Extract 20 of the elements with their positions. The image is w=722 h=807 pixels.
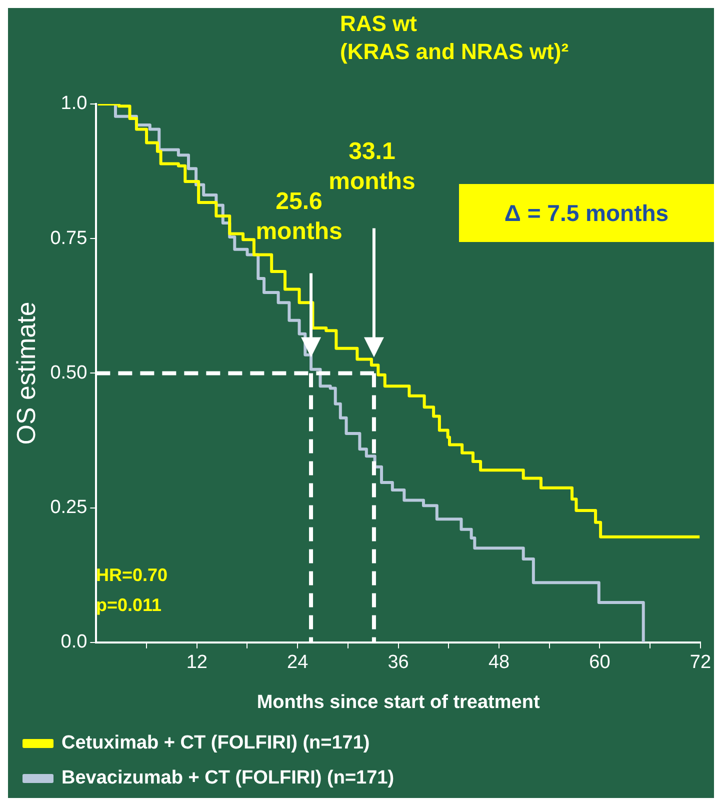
x-axis-title: Months since start of treatment <box>256 692 540 713</box>
chart-title: RAS wt <box>340 10 418 38</box>
annotation: p=0.011 <box>96 594 163 617</box>
annotation: HR=0.70 <box>96 564 168 587</box>
x-tick-label: 12 <box>186 652 208 674</box>
chart-subtitle: (KRAS and NRAS wt)² <box>340 38 569 66</box>
y-axis-title: OS estimate <box>10 302 41 445</box>
x-tick-label: 36 <box>388 652 409 674</box>
legend-label: Bevacizumab + CT (FOLFIRI) (n=171) <box>62 768 394 789</box>
x-tick-label: 24 <box>287 652 309 674</box>
y-tick-label: 0.25 <box>50 497 88 518</box>
y-tick-label: 0.50 <box>50 362 88 384</box>
y-tick-label: 1.0 <box>60 93 88 114</box>
callout-box: Δ = 7.5 months <box>459 184 714 242</box>
x-tick-label: 48 <box>488 652 510 674</box>
y-tick-label: 0.75 <box>50 228 88 249</box>
x-tick-label: 60 <box>589 652 610 674</box>
x-tick-label: 72 <box>690 652 712 674</box>
y-tick-label: 0.0 <box>60 632 88 653</box>
legend-label: Cetuximab + CT (FOLFIRI) (n=171) <box>62 732 370 754</box>
